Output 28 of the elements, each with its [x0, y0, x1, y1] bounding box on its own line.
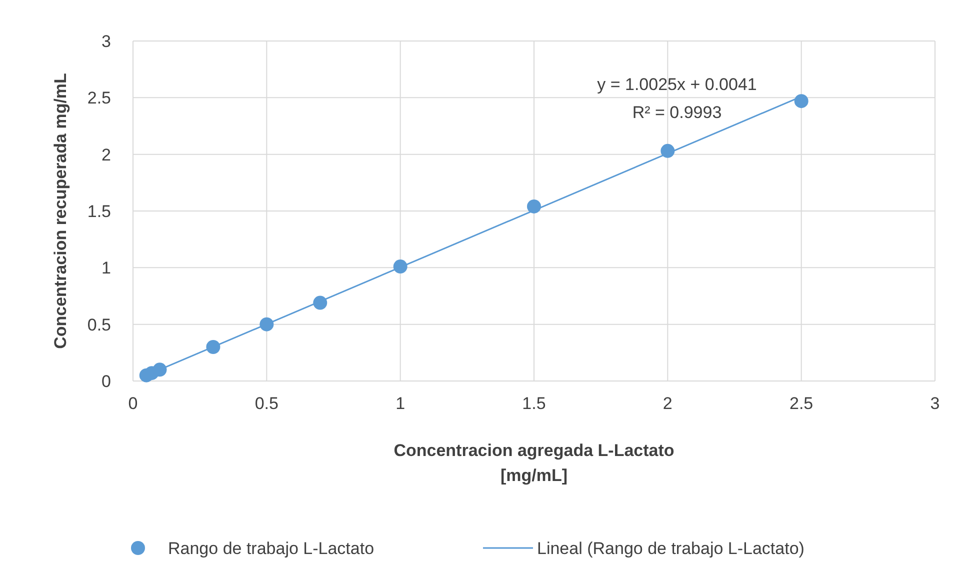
y-axis-title: Concentracion recuperada mg/mL [51, 73, 70, 349]
y-tick-label: 0.5 [87, 315, 111, 334]
x-tick-label: 1 [396, 394, 406, 413]
x-axis-title: Concentracion agregada L-Lactato [mg/mL] [394, 441, 674, 485]
legend-label: Rango de trabajo L-Lactato [168, 539, 374, 558]
point [393, 260, 408, 274]
y-tick-label: 3 [102, 32, 111, 51]
point [313, 296, 328, 310]
x-tick-label: 1.5 [522, 394, 546, 413]
x-tick-label: 0 [128, 394, 138, 413]
y-tick-label: 1.5 [87, 202, 111, 221]
y-tick-label: 2 [102, 145, 111, 164]
point [794, 94, 808, 108]
point [527, 199, 541, 214]
legend-label: Lineal (Rango de trabajo L-Lactato) [537, 539, 804, 558]
x-tick-label: 2.5 [790, 394, 814, 413]
annotation: R² = 0.9993 [632, 103, 722, 122]
annotation: y = 1.0025x + 0.0041 [597, 75, 757, 94]
x-tick-label: 2 [662, 394, 672, 413]
y-tick-label: 0 [102, 372, 111, 391]
point [152, 362, 167, 377]
point [660, 144, 675, 158]
y-tick-label: 2.5 [87, 88, 111, 108]
y-tick-label: 1 [102, 258, 111, 278]
x-tick-label: 3 [930, 394, 940, 413]
point [260, 317, 274, 332]
point [206, 340, 220, 354]
x-tick-label: 0.5 [254, 394, 278, 413]
